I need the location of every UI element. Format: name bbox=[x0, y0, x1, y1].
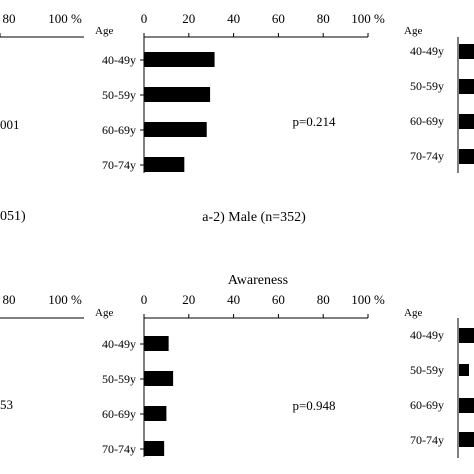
chart-top-bar bbox=[144, 52, 215, 67]
right-bottom-age-label: 70-74y bbox=[410, 433, 444, 447]
right-top-panel: Age 40-49y 50-59y 60-69y 70-74y bbox=[404, 25, 474, 173]
right-top-bar bbox=[459, 44, 474, 59]
right-bottom-age-label: 40-49y bbox=[410, 328, 444, 342]
chart-bottom-y-axis-title: Age bbox=[95, 307, 113, 319]
chart-bottom-x-tick-label: 20 bbox=[182, 292, 195, 307]
chart-bottom-category-label: 40-49y bbox=[102, 337, 136, 351]
right-top-bar bbox=[459, 149, 474, 164]
left-top-panel: 80 100 % 001 051) bbox=[0, 11, 84, 224]
right-bottom-bar bbox=[459, 328, 474, 343]
chart-bottom: Awareness Age 0 20 40 60 80 100 % 40-49y 50-59… bbox=[95, 273, 385, 457]
right-bottom-y-axis-title: Age bbox=[404, 307, 422, 319]
chart-top-bar bbox=[144, 157, 185, 172]
right-bottom-panel: Age 40-49y 50-59y 60-69y 70-74y bbox=[404, 307, 474, 458]
chart-top-category-label: 60-69y bbox=[102, 123, 136, 137]
chart-bottom-bar bbox=[144, 441, 165, 456]
chart-top-p-value: p=0.214 bbox=[292, 114, 336, 129]
chart-bottom-category-label: 60-69y bbox=[102, 407, 136, 421]
right-bottom-age-label: 60-69y bbox=[410, 398, 444, 412]
chart-bottom-x-tick-label: 100 % bbox=[351, 292, 385, 307]
chart-bottom-title: Awareness bbox=[228, 273, 288, 288]
right-top-age-label: 60-69y bbox=[410, 114, 444, 128]
chart-top-x-tick-label: 0 bbox=[141, 11, 148, 26]
chart-top-bar bbox=[144, 122, 207, 137]
chart-top-x-tick-label: 40 bbox=[227, 11, 240, 26]
chart-bottom-bar bbox=[144, 336, 169, 351]
chart-bottom-category-label: 50-59y bbox=[102, 372, 136, 386]
chart-bottom-x-tick-label: 40 bbox=[227, 292, 240, 307]
chart-top-bar bbox=[144, 87, 211, 102]
chart-bottom-category-label: 70-74y bbox=[102, 442, 136, 456]
left-top-caption: 051) bbox=[0, 209, 26, 224]
right-bottom-bar bbox=[459, 364, 469, 376]
chart-bottom-x-tick-label: 0 bbox=[141, 292, 148, 307]
right-top-age-label: 40-49y bbox=[410, 44, 444, 58]
chart-top-category-label: 50-59y bbox=[102, 88, 136, 102]
chart-top-x-tick-label: 100 % bbox=[351, 11, 385, 26]
left-bottom-panel: 80 100 % 53 bbox=[0, 292, 84, 412]
chart-bottom-x-tick-label: 80 bbox=[317, 292, 330, 307]
chart-top: Age 0 20 40 60 80 100 % 40-49y 50-59y 60-69y 70-… bbox=[95, 11, 385, 225]
right-top-bar bbox=[459, 79, 474, 94]
chart-top-x-tick-label: 80 bbox=[317, 11, 330, 26]
right-top-bar bbox=[459, 114, 474, 129]
right-bottom-age-label: 50-59y bbox=[410, 363, 444, 377]
chart-top-y-axis-title: Age bbox=[95, 25, 113, 37]
right-top-y-axis-title: Age bbox=[404, 25, 422, 37]
chart-bottom-p-value: p=0.948 bbox=[292, 398, 335, 413]
chart-bottom-bar bbox=[144, 406, 167, 421]
right-bottom-bar bbox=[459, 432, 474, 447]
left-top-tick-label-80: 80 bbox=[3, 11, 16, 26]
chart-top-category-label: 70-74y bbox=[102, 158, 136, 172]
right-top-age-label: 70-74y bbox=[410, 149, 444, 163]
left-bottom-p-value: 53 bbox=[0, 397, 13, 412]
chart-top-caption: a-2) Male (n=352) bbox=[202, 210, 306, 225]
left-top-tick-label-100: 100 % bbox=[48, 11, 82, 26]
chart-top-category-label: 40-49y bbox=[102, 53, 136, 67]
chart-top-x-tick-label: 60 bbox=[272, 11, 285, 26]
right-bottom-bar bbox=[459, 398, 474, 413]
left-top-p-value: 001 bbox=[0, 117, 20, 132]
chart-bottom-x-tick-label: 60 bbox=[272, 292, 285, 307]
chart-top-x-tick-label: 20 bbox=[182, 11, 195, 26]
left-bottom-tick-label-80: 80 bbox=[3, 292, 16, 307]
left-bottom-tick-label-100: 100 % bbox=[48, 292, 82, 307]
right-top-age-label: 50-59y bbox=[410, 79, 444, 93]
chart-bottom-bar bbox=[144, 371, 174, 386]
